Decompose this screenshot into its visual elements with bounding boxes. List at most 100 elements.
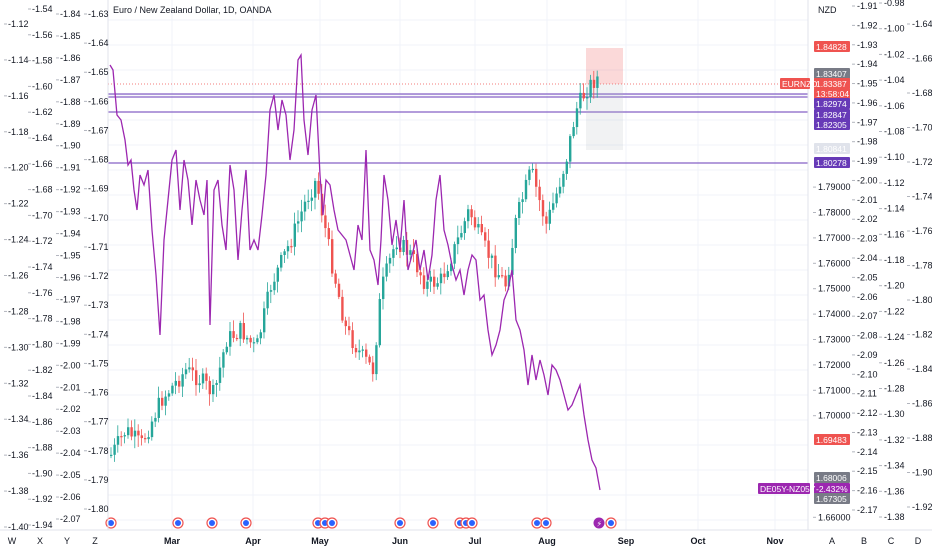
right-tick-label: -1.04: [884, 75, 905, 85]
right-tick-label: 1.75000: [818, 284, 851, 294]
right-tick-label: 1.73000: [818, 335, 851, 345]
candle-body: [198, 383, 201, 386]
event-marker[interactable]: [540, 517, 552, 529]
candle-body: [327, 228, 330, 240]
left-price-scales[interactable]: -1.12 -1.14 -1.16 -1.18 -1.20 -1.22 -1.24 -1.26…: [4, 4, 109, 532]
candle-body: [501, 275, 504, 277]
candle-body: [110, 454, 113, 457]
event-marker[interactable]: [206, 517, 218, 529]
right-tick-label: 1.76000: [818, 258, 851, 268]
candle-body: [460, 233, 463, 238]
left-tick-label: -1.99: [60, 338, 81, 348]
candle-body: [123, 435, 126, 437]
right-tick-label: -1.34: [884, 461, 905, 471]
position-stop-zone[interactable]: [586, 48, 623, 84]
left-tick-label: -1.60: [32, 81, 53, 91]
price-tag: 1.83407: [814, 68, 850, 79]
candle-body: [361, 349, 364, 351]
candle-body: [184, 369, 188, 375]
right-tick-label: 1.70000: [818, 411, 851, 421]
price-tag-text: 1.83407: [816, 69, 847, 79]
right-tick-label: -2.10: [857, 369, 878, 379]
scale-letter-button[interactable]: A: [829, 536, 835, 546]
left-tick-label: -1.89: [60, 119, 81, 129]
symbol-tag: DE05Y-NZ05Y: [758, 483, 816, 494]
event-marker[interactable]: [427, 517, 439, 529]
left-tick-label: -1.58: [32, 56, 53, 66]
right-tick-label: -1.08: [884, 127, 905, 137]
flash-event-icon[interactable]: ⚡: [593, 517, 605, 529]
candle-body: [144, 438, 147, 440]
time-axis[interactable]: Mar Apr May Jun Jul Aug Sep Oct Nov: [164, 536, 784, 546]
right-tick-label: 1.77000: [818, 233, 851, 243]
price-tag-text: 1.68006: [816, 473, 847, 483]
left-tick-label: -1.30: [8, 342, 29, 352]
left-tick-label: -1.40: [8, 522, 29, 532]
candle-body: [259, 332, 262, 339]
candle-body: [232, 331, 235, 338]
right-tick-label: -2.03: [857, 234, 878, 244]
candle-body: [239, 323, 242, 339]
scale-letter-button[interactable]: X: [37, 536, 43, 546]
event-marker[interactable]: [394, 517, 406, 529]
candle-body: [497, 275, 500, 278]
left-tick-label: -1.28: [8, 306, 29, 316]
scale-letter-button[interactable]: C: [888, 536, 895, 546]
left-tick-label: -1.86: [60, 53, 81, 63]
candle-body: [351, 330, 354, 349]
candle-body: [453, 244, 456, 264]
month-label: Aug: [538, 536, 556, 546]
left-tick-label: -1.32: [8, 378, 29, 388]
scale-letter-button[interactable]: D: [915, 536, 922, 546]
scale-letter-button[interactable]: W: [8, 536, 17, 546]
position-target-zone[interactable]: [586, 84, 623, 150]
price-tag-text: 1.82305: [816, 120, 847, 130]
candle-body: [548, 209, 551, 224]
candle-body: [518, 202, 521, 219]
right-tick-label: -2.05: [857, 272, 878, 282]
event-marker[interactable]: [172, 517, 184, 529]
candle-body: [307, 200, 310, 202]
right-tick-label: -2.17: [857, 505, 878, 515]
candle-body: [494, 255, 497, 278]
right-price-scales[interactable]: 1.79000 1.78000 1.77000 1.76000 1.75000 1.740…: [813, 0, 932, 522]
price-tag: 1.80841: [814, 143, 850, 154]
candle-body: [467, 209, 470, 222]
left-tick-label: -1.87: [60, 75, 81, 85]
left-tick-label: -1.56: [32, 30, 53, 40]
right-tick-label: -1.14: [884, 204, 905, 214]
right-tick-label: -2.13: [857, 427, 878, 437]
event-marker[interactable]: [605, 517, 617, 529]
right-tick-label: -1.96: [857, 98, 878, 108]
right-tick-label: -1.00: [884, 24, 905, 34]
candle-body: [562, 173, 565, 187]
left-tick-label: -1.92: [60, 185, 81, 195]
event-marker[interactable]: [326, 517, 338, 529]
right-tick-label: -2.12: [857, 408, 878, 418]
right-tick-label: -1.12: [884, 178, 905, 188]
right-tick-label: -1.28: [884, 384, 905, 394]
scale-letter-button[interactable]: Z: [92, 536, 98, 546]
left-tick-label: -1.67: [88, 125, 109, 135]
candle-body: [579, 92, 582, 109]
scale-letter-button[interactable]: Y: [64, 536, 70, 546]
candle-body: [535, 168, 538, 187]
left-tick-label: -1.18: [8, 127, 29, 137]
left-tick-label: -2.00: [60, 360, 81, 370]
left-tick-label: -1.54: [32, 4, 53, 14]
candle-body: [521, 199, 524, 203]
month-label: Mar: [164, 536, 181, 546]
left-tick-label: -1.88: [60, 97, 81, 107]
event-marker[interactable]: [466, 517, 478, 529]
candle-body: [263, 308, 266, 333]
plot-area[interactable]: [108, 0, 808, 530]
candle-body: [375, 345, 378, 375]
scale-letter-button[interactable]: B: [861, 536, 867, 546]
candle-body: [480, 224, 483, 233]
right-tick-label: -1.95: [857, 79, 878, 89]
candle-body: [181, 374, 184, 387]
event-marker[interactable]: [240, 517, 252, 529]
price-tag-text: -2.432%: [816, 484, 848, 494]
event-markers[interactable]: ⚡: [105, 517, 617, 529]
